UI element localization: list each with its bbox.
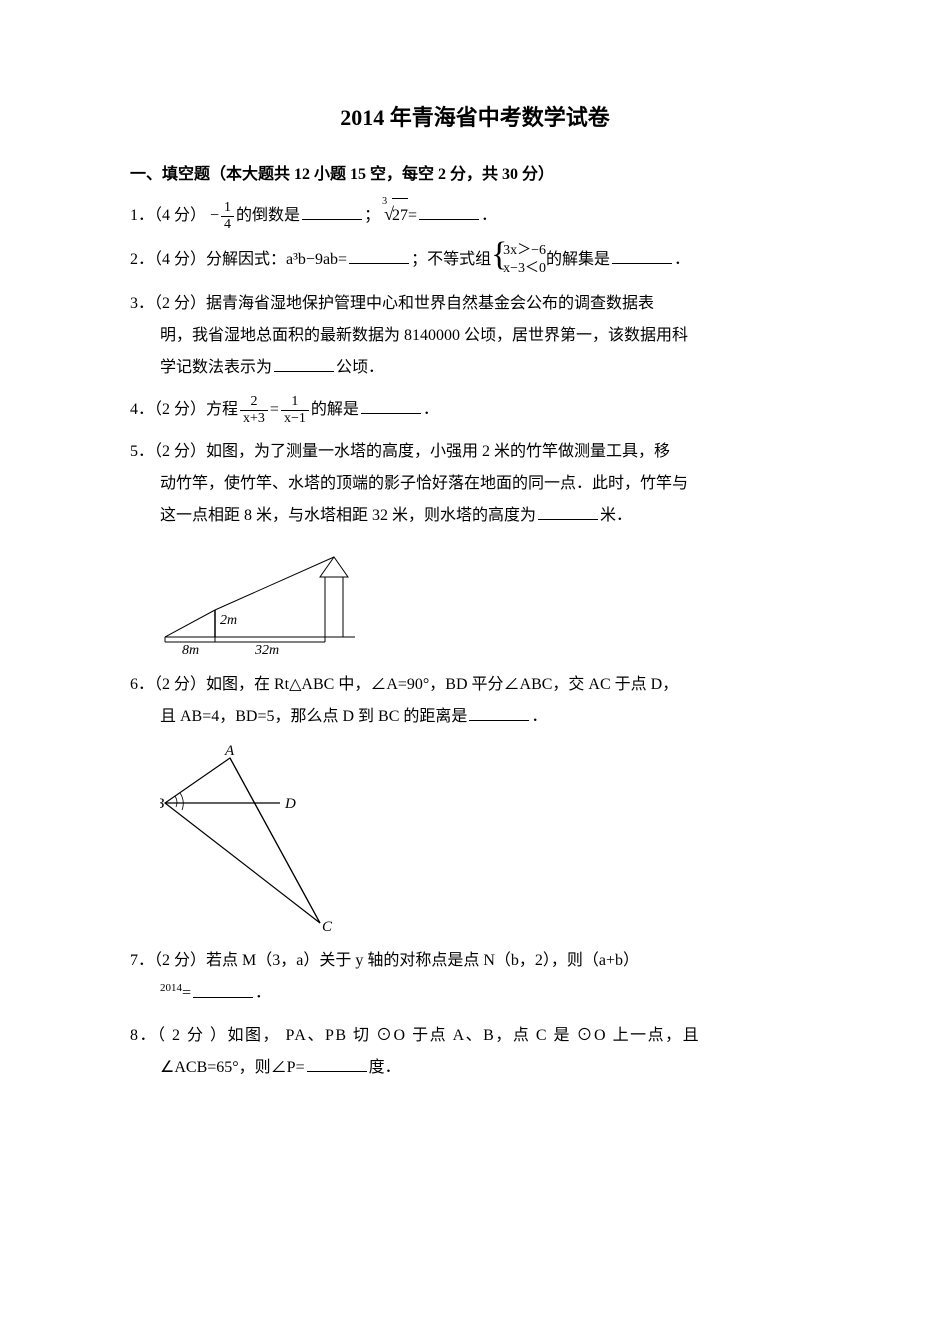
q4-frac1: 2x+3 [240, 395, 268, 426]
question-5: 5．（2 分）如图，为了测量一水塔的高度，小强用 2 米的竹竿做测量工具，移 动… [130, 436, 820, 532]
q5-l3-before: 这一点相距 8 米，与水塔相距 32 米，则水塔的高度为 [160, 507, 536, 524]
q8-blank [307, 1054, 367, 1072]
q1-radical-content: 27 [392, 198, 408, 232]
q6-end: ． [531, 708, 547, 725]
q5-line1: 5．（2 分）如图，为了测量一水塔的高度，小强用 2 米的竹竿做测量工具，移 [130, 436, 820, 468]
q7-end: ． [255, 985, 271, 1002]
svg-text:A: A [224, 743, 235, 759]
q8-l2-after: 度． [369, 1059, 401, 1076]
q5-label-32m: 32m [254, 643, 279, 657]
page-title: 2014 年青海省中考数学试卷 [130, 100, 820, 132]
q5-label-8m: 8m [182, 643, 199, 657]
question-7: 7．（2 分）若点 M（3，a）关于 y 轴的对称点是点 N（b，2），则（a+… [130, 945, 820, 1009]
q2-brace-l2: x−3＜0 [503, 260, 546, 278]
svg-text:B: B [160, 796, 164, 812]
q1-frac-num: 1 [221, 201, 234, 217]
q3-line1: 3．（2 分）据青海省湿地保护管理中心和世界自然基金会公布的调查数据表 [130, 288, 820, 320]
q2-prefix: 2．（4 分）分解因式： [130, 251, 286, 268]
q4-prefix: 4．（2 分）方程 [130, 401, 238, 418]
section-header: 一、填空题（本大题共 12 小题 15 空，每空 2 分，共 30 分） [130, 160, 820, 184]
q4-f1-den: x+3 [240, 411, 268, 426]
q6-figure: A B C D [160, 743, 360, 933]
q2-brace: 3x＞−6x−3＜0 [491, 242, 546, 278]
q4-equals: = [270, 401, 279, 418]
q2-blank-a [349, 246, 409, 264]
q6-blank [469, 703, 529, 721]
q1-equals: = [408, 207, 417, 224]
q3-line3: 学记数法表示为 公顷． [130, 352, 820, 384]
q1-neg: − [210, 207, 219, 224]
q1-end: ． [481, 207, 497, 224]
q4-frac2: 1x−1 [281, 395, 309, 426]
q7-sup: 2014 [160, 982, 182, 994]
q5-figure: 2m 8m 32m [160, 542, 360, 657]
q1-radical-index: 3 [382, 192, 387, 212]
q1-sep: ； [364, 207, 380, 224]
q2-after: 的解集是 [546, 251, 610, 268]
q8-line1: 8．（ 2 分 ）如图， PA、PB 切 ⊙O 于点 A、B，点 C 是 ⊙O … [130, 1020, 820, 1052]
q3-line2: 明，我省湿地总面积的最新数据为 8140000 公顷，居世界第一，该数据用科 [130, 320, 820, 352]
q3-l3-after: 公顷． [336, 359, 384, 376]
q6-l2-before: 且 AB=4，BD=5，那么点 D 到 BC 的距离是 [160, 708, 467, 725]
q4-f1-num: 2 [240, 395, 268, 411]
q4-after: 的解是 [311, 401, 359, 418]
q7-equals: = [182, 985, 191, 1002]
q2-brace-l1: 3x＞−6 [503, 242, 546, 260]
q7-line2: 2014= ． [130, 977, 820, 1009]
q2-expr-a: a³b−9ab= [286, 251, 347, 268]
q1-blank-b [419, 202, 479, 220]
q4-blank [361, 396, 421, 414]
q1-fraction: 14 [221, 201, 234, 232]
q1-prefix: 1．（4 分） [130, 207, 206, 224]
q3-blank [274, 354, 334, 372]
q1-blank-a [302, 202, 362, 220]
q1-radical: 3√27 [384, 196, 408, 232]
q5-blank [538, 502, 598, 520]
q2-end: ． [674, 251, 690, 268]
q2-sep: ；不等式组 [411, 251, 491, 268]
q8-line2: ∠ACB=65°，则∠P= 度． [130, 1052, 820, 1084]
q6-line2: 且 AB=4，BD=5，那么点 D 到 BC 的距离是 ． [130, 701, 820, 733]
q4-end: ． [423, 401, 439, 418]
question-8: 8．（ 2 分 ）如图， PA、PB 切 ⊙O 于点 A、B，点 C 是 ⊙O … [130, 1020, 820, 1084]
q8-l2-before: ∠ACB=65°，则∠P= [160, 1059, 305, 1076]
q4-f2-num: 1 [281, 395, 309, 411]
q1-frac-den: 4 [221, 217, 234, 232]
q5-l3-after: 米． [600, 507, 632, 524]
q7-blank [193, 980, 253, 998]
q5-line3: 这一点相距 8 米，与水塔相距 32 米，则水塔的高度为 米． [130, 500, 820, 532]
q5-line2: 动竹竿，使竹竿、水塔的顶端的影子恰好落在地面的同一点．此时，竹竿与 [130, 468, 820, 500]
question-4: 4．（2 分）方程2x+3=1x−1的解是 ． [130, 394, 820, 426]
q6-line1: 6．（2 分）如图，在 Rt△ABC 中，∠A=90°，BD 平分∠ABC，交 … [130, 669, 820, 701]
question-2: 2．（4 分）分解因式：a³b−9ab=；不等式组3x＞−6x−3＜0的解集是． [130, 242, 820, 278]
question-3: 3．（2 分）据青海省湿地保护管理中心和世界自然基金会公布的调查数据表 明，我省… [130, 288, 820, 384]
svg-text:D: D [284, 796, 296, 812]
q2-blank-b [612, 246, 672, 264]
question-6: 6．（2 分）如图，在 Rt△ABC 中，∠A=90°，BD 平分∠ABC，交 … [130, 669, 820, 733]
q1-text-a: 的倒数是 [236, 207, 300, 224]
question-1: 1．（4 分） −14的倒数是 ； 3√27= ． [130, 196, 820, 232]
q4-f2-den: x−1 [281, 411, 309, 426]
q3-l3-before: 学记数法表示为 [160, 359, 272, 376]
svg-text:C: C [322, 919, 333, 933]
q5-label-2m: 2m [220, 613, 237, 628]
q7-line1: 7．（2 分）若点 M（3，a）关于 y 轴的对称点是点 N（b，2），则（a+… [130, 945, 820, 977]
